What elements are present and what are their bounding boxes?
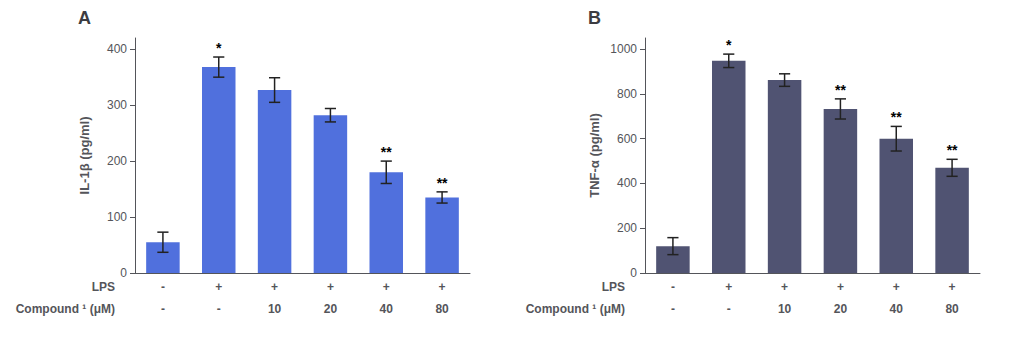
- svg-text:200: 200: [617, 221, 637, 235]
- svg-text:**: **: [835, 82, 846, 98]
- svg-text:+: +: [383, 280, 390, 294]
- svg-text:*: *: [216, 40, 222, 56]
- svg-text:TNF-α (pg/ml): TNF-α (pg/ml): [587, 113, 602, 198]
- svg-text:-: -: [161, 302, 165, 316]
- svg-text:100: 100: [107, 210, 127, 224]
- svg-text:400: 400: [107, 42, 127, 56]
- svg-text:+: +: [215, 280, 222, 294]
- svg-text:**: **: [381, 144, 392, 160]
- svg-text:+: +: [439, 280, 446, 294]
- svg-text:-: -: [727, 302, 731, 316]
- svg-text:200: 200: [107, 154, 127, 168]
- svg-text:IL-1β (pg/ml): IL-1β (pg/ml): [77, 117, 92, 195]
- svg-text:-: -: [671, 302, 675, 316]
- svg-text:300: 300: [107, 98, 127, 112]
- svg-text:*: *: [726, 37, 732, 53]
- svg-text:40: 40: [380, 302, 394, 316]
- svg-text:20: 20: [324, 302, 338, 316]
- svg-text:+: +: [725, 280, 732, 294]
- svg-text:+: +: [271, 280, 278, 294]
- svg-text:+: +: [893, 280, 900, 294]
- svg-text:0: 0: [120, 266, 127, 280]
- svg-text:+: +: [837, 280, 844, 294]
- svg-text:**: **: [437, 175, 448, 191]
- svg-text:400: 400: [617, 176, 637, 190]
- svg-text:+: +: [781, 280, 788, 294]
- svg-text:80: 80: [945, 302, 959, 316]
- svg-text:-: -: [161, 280, 165, 294]
- svg-text:10: 10: [778, 302, 792, 316]
- svg-text:0: 0: [630, 266, 637, 280]
- svg-text:800: 800: [617, 87, 637, 101]
- svg-text:A: A: [78, 8, 91, 28]
- svg-text:-: -: [217, 302, 221, 316]
- svg-text:Compound ¹ (μM): Compound ¹ (μM): [16, 302, 115, 316]
- svg-text:80: 80: [435, 302, 449, 316]
- svg-text:**: **: [891, 109, 902, 125]
- svg-text:20: 20: [834, 302, 848, 316]
- svg-text:600: 600: [617, 132, 637, 146]
- svg-text:1000: 1000: [610, 42, 637, 56]
- svg-text:40: 40: [890, 302, 904, 316]
- svg-text:**: **: [947, 142, 958, 158]
- svg-text:+: +: [327, 280, 334, 294]
- svg-text:Compound ¹ (μM): Compound ¹ (μM): [526, 302, 625, 316]
- svg-text:LPS: LPS: [602, 280, 625, 294]
- svg-text:10: 10: [268, 302, 282, 316]
- svg-text:-: -: [671, 280, 675, 294]
- svg-text:LPS: LPS: [92, 280, 115, 294]
- svg-text:B: B: [588, 8, 601, 28]
- svg-text:+: +: [949, 280, 956, 294]
